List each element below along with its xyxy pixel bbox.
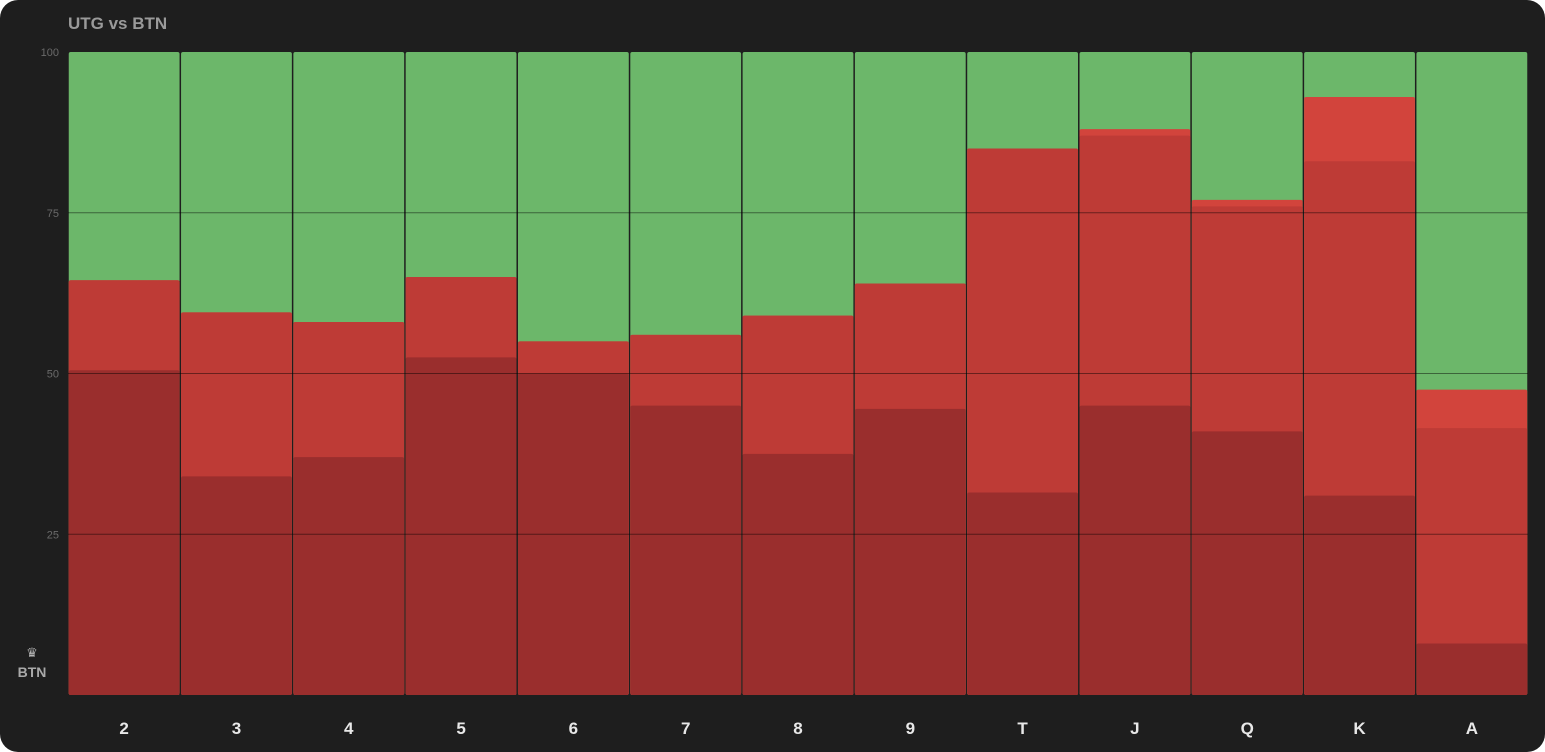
- bar-4[interactable]: [293, 52, 405, 695]
- bar-segment: [68, 370, 180, 695]
- bar-segment: [967, 492, 1079, 695]
- y-tick-labels: 25 50 75 100: [41, 47, 59, 541]
- bar-segment: [1416, 643, 1528, 695]
- bar-8[interactable]: [742, 52, 854, 696]
- x-tick-label: 9: [906, 719, 915, 738]
- x-tick-label: 5: [456, 719, 465, 738]
- x-tick-label: 8: [793, 719, 802, 738]
- bar-T[interactable]: [967, 52, 1079, 695]
- x-tick-label: 3: [232, 719, 241, 738]
- bar-segment: [517, 373, 629, 695]
- bar-3[interactable]: [181, 52, 292, 695]
- y-tick-label: 50: [47, 369, 59, 381]
- bar-segment: [854, 408, 966, 695]
- bar-6[interactable]: [517, 52, 629, 695]
- player-badge: ♛ BTN: [8, 645, 56, 681]
- bar-segment: [1191, 431, 1303, 695]
- y-tick-label: 100: [41, 47, 59, 59]
- chart-title: UTG vs BTN: [68, 14, 168, 33]
- x-tick-label: T: [1017, 719, 1028, 738]
- bar-segment: [293, 457, 405, 695]
- bars: [68, 52, 1528, 696]
- bar-Q[interactable]: [1191, 52, 1303, 695]
- bar-K[interactable]: [1304, 52, 1415, 695]
- player-badge-label: BTN: [17, 664, 47, 680]
- bar-segment: [1304, 495, 1415, 695]
- bar-9[interactable]: [854, 52, 966, 695]
- bar-J[interactable]: [1079, 52, 1191, 696]
- bar-segment: [1079, 405, 1191, 695]
- gridlines: [68, 212, 1528, 535]
- y-tick-label: 75: [47, 208, 59, 220]
- x-tick-label: 2: [119, 719, 128, 738]
- bar-segment: [630, 405, 742, 695]
- bar-segment: [1416, 428, 1528, 695]
- bar-A[interactable]: [1416, 52, 1528, 695]
- bar-5[interactable]: [405, 52, 517, 695]
- x-tick-label: 6: [569, 719, 578, 738]
- x-tick-label: 4: [344, 719, 354, 738]
- bar-segment: [181, 476, 292, 695]
- x-tick-labels: 2 3 4 5 6 7 8 9 T J Q K A: [119, 719, 1478, 738]
- x-tick-label: A: [1466, 719, 1478, 738]
- x-tick-label: J: [1130, 719, 1139, 738]
- y-tick-label: 25: [47, 529, 59, 541]
- bar-segment: [742, 453, 854, 696]
- x-tick-label: Q: [1241, 719, 1254, 738]
- bar-2[interactable]: [68, 52, 180, 695]
- x-tick-label: K: [1353, 719, 1366, 738]
- crown-icon: ♛: [26, 645, 38, 660]
- bar-7[interactable]: [630, 52, 742, 695]
- bar-segment: [405, 357, 517, 695]
- x-tick-label: 7: [681, 719, 690, 738]
